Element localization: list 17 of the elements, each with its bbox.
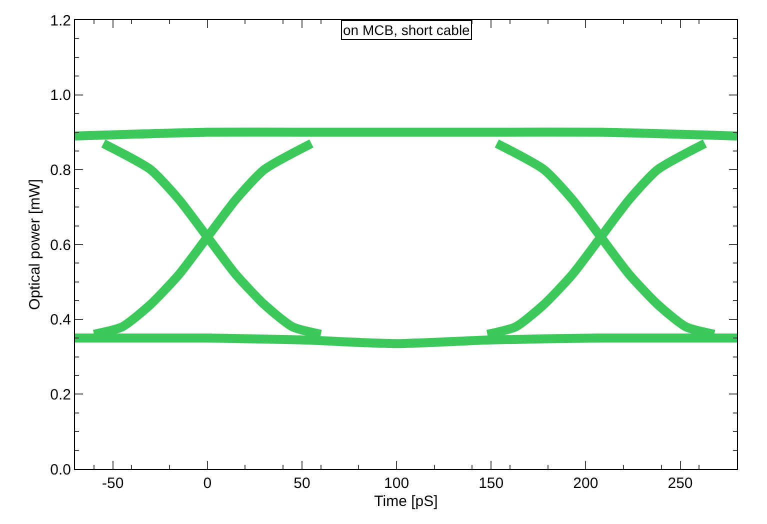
y-tick-label: 0.0 [50,461,71,478]
x-tick-label: 150 [478,475,504,492]
x-tick-label: 0 [203,475,212,492]
x-tick-label: 200 [573,475,598,492]
chart-title: on MCB, short cable [343,22,470,38]
x-tick-label: 250 [668,475,693,492]
y-axis-title: Optical power [mW] [26,179,44,310]
y-tick-label: 0.8 [50,162,71,179]
x-tick-label: -50 [102,475,124,492]
x-tick-label: 50 [294,475,310,492]
x-axis-title: Time [pS] [374,493,438,510]
y-tick-label: 0.4 [50,312,71,329]
y-tick-label: 1.0 [50,87,71,104]
y-tick-label: 1.2 [50,12,71,30]
y-tick-label: 0.6 [50,236,71,254]
x-tick-label: 100 [384,475,410,492]
y-tick-label: 0.2 [50,386,71,404]
